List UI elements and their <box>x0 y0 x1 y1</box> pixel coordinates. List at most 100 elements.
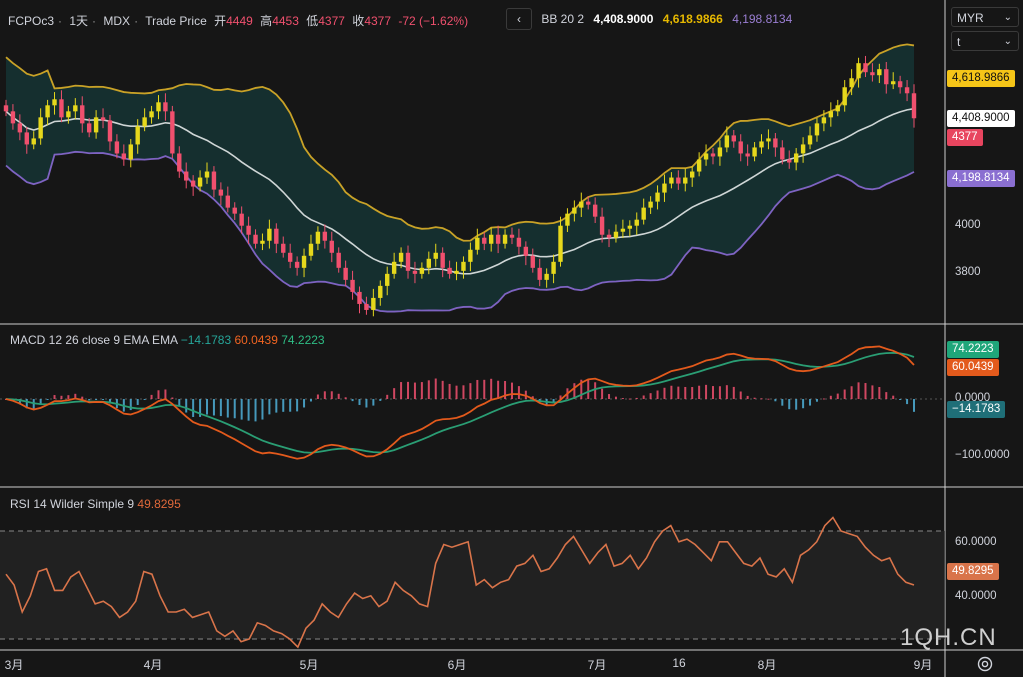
candle <box>364 303 369 310</box>
macd-hist-bar <box>212 399 215 416</box>
macd-hist-bar <box>185 399 188 413</box>
candle <box>59 99 64 118</box>
macd-hist-bar <box>552 399 555 404</box>
rsi-axis-label: 40.0000 <box>955 590 997 602</box>
candle <box>502 234 508 244</box>
macd-hist-bar <box>670 385 673 399</box>
candle <box>10 111 16 124</box>
candle <box>731 135 736 142</box>
macd-hist-bar <box>372 399 375 406</box>
macd-hist-value: −14.1783 <box>180 333 232 347</box>
candle <box>592 204 598 217</box>
macd-hist-bar <box>504 381 507 399</box>
macd-hist-bar <box>178 399 181 406</box>
macd-hist-bar <box>635 397 638 399</box>
candle <box>579 201 584 208</box>
candle <box>315 231 321 244</box>
macd-hist-bar <box>531 396 534 399</box>
symbol[interactable]: FCPOc3 <box>8 14 55 28</box>
candle <box>641 207 646 220</box>
price-tag-basis: 4,408.9000 <box>947 110 1015 127</box>
candle <box>634 219 639 226</box>
candle <box>627 225 633 229</box>
candle <box>696 159 702 172</box>
candle <box>544 273 549 280</box>
macd-hist-bar <box>878 387 881 399</box>
candle <box>135 126 140 145</box>
macd-hist-bar <box>296 399 299 412</box>
candle <box>509 234 515 238</box>
open-value: 4449 <box>226 14 253 28</box>
price-type: Trade Price <box>145 14 207 28</box>
macd-hist-bar <box>219 399 222 417</box>
macd-hist-bar <box>289 399 292 412</box>
candle <box>128 144 133 160</box>
macd-hist-bar <box>74 393 77 399</box>
macd-hist-bar <box>718 386 721 399</box>
candle <box>911 93 917 119</box>
macd-hist-bar <box>774 399 777 402</box>
macd-hist-bar <box>226 399 229 418</box>
candle <box>371 297 376 310</box>
candle <box>572 207 577 214</box>
exchange: MDX <box>103 14 131 28</box>
candle <box>461 261 466 271</box>
unit-select[interactable]: t ⌄ <box>951 31 1019 51</box>
macd-hist-bar <box>268 399 271 415</box>
macd-hist-bar <box>337 393 340 399</box>
chevron-down-icon: ⌄ <box>1003 12 1012 23</box>
rsi-legend: RSI 14 Wilder Simple 9 49.8295 <box>10 497 181 511</box>
macd-value: 60.0439 <box>234 333 278 347</box>
macd-hist-bar <box>864 383 867 399</box>
candle <box>24 132 29 145</box>
low-label: 低 <box>306 14 319 28</box>
macd-hist-bar <box>906 399 909 405</box>
bb-legend: ‹ BB 20 2 4,408.9000 4,618.9866 4,198.81… <box>506 8 792 30</box>
price-tag-upper: 4,618.9866 <box>947 70 1015 87</box>
bb-basis-value: 4,408.9000 <box>593 12 654 26</box>
open-label: 开 <box>214 14 227 28</box>
candle <box>724 135 730 148</box>
candle <box>322 231 328 241</box>
macd-hist-bar <box>621 398 624 400</box>
x-axis-label: 4月 <box>143 658 163 672</box>
change-value: -72 (−1.62%) <box>398 14 469 28</box>
candle <box>537 267 542 280</box>
macd-hist-bar <box>857 382 860 399</box>
candle <box>759 141 764 148</box>
macd-hist-bar <box>233 399 236 419</box>
candle <box>308 243 314 256</box>
candle <box>246 225 251 235</box>
macd-hist-bar <box>25 399 28 409</box>
candle <box>426 258 432 268</box>
candle <box>405 252 411 271</box>
macd-legend: MACD 12 26 close 9 EMA EMA −14.1783 60.0… <box>10 333 325 347</box>
macd-hist-bar <box>649 393 652 399</box>
candle <box>565 213 570 226</box>
macd-hist-bar <box>351 399 354 402</box>
collapse-legend-button[interactable]: ‹ <box>506 8 532 30</box>
close-value: 4377 <box>364 14 392 28</box>
macd-hist-bar <box>691 387 694 399</box>
macd-hist-bar <box>427 380 430 399</box>
candle <box>897 81 903 88</box>
macd-hist-bar <box>698 385 701 399</box>
bb-upper-line <box>5 43 915 242</box>
high-value: 4453 <box>272 14 299 28</box>
candle <box>787 159 792 163</box>
rsi-tag-value: 49.8295 <box>947 563 999 580</box>
currency-select[interactable]: MYR ⌄ <box>951 7 1019 27</box>
settings-gear-icon[interactable] <box>976 655 994 673</box>
macd-hist-bar <box>871 385 874 399</box>
macd-hist-bar <box>788 399 791 410</box>
macd-hist-bar <box>455 385 458 399</box>
x-axis-label: 5月 <box>299 658 319 672</box>
rsi-value: 49.8295 <box>137 497 181 511</box>
bb-basis-line <box>5 107 915 275</box>
rsi-line <box>5 516 915 649</box>
candle <box>884 69 889 85</box>
candle <box>287 252 293 262</box>
macd-hist-bar <box>601 388 604 399</box>
macd-hist-bar <box>379 399 382 401</box>
candle <box>683 177 688 184</box>
